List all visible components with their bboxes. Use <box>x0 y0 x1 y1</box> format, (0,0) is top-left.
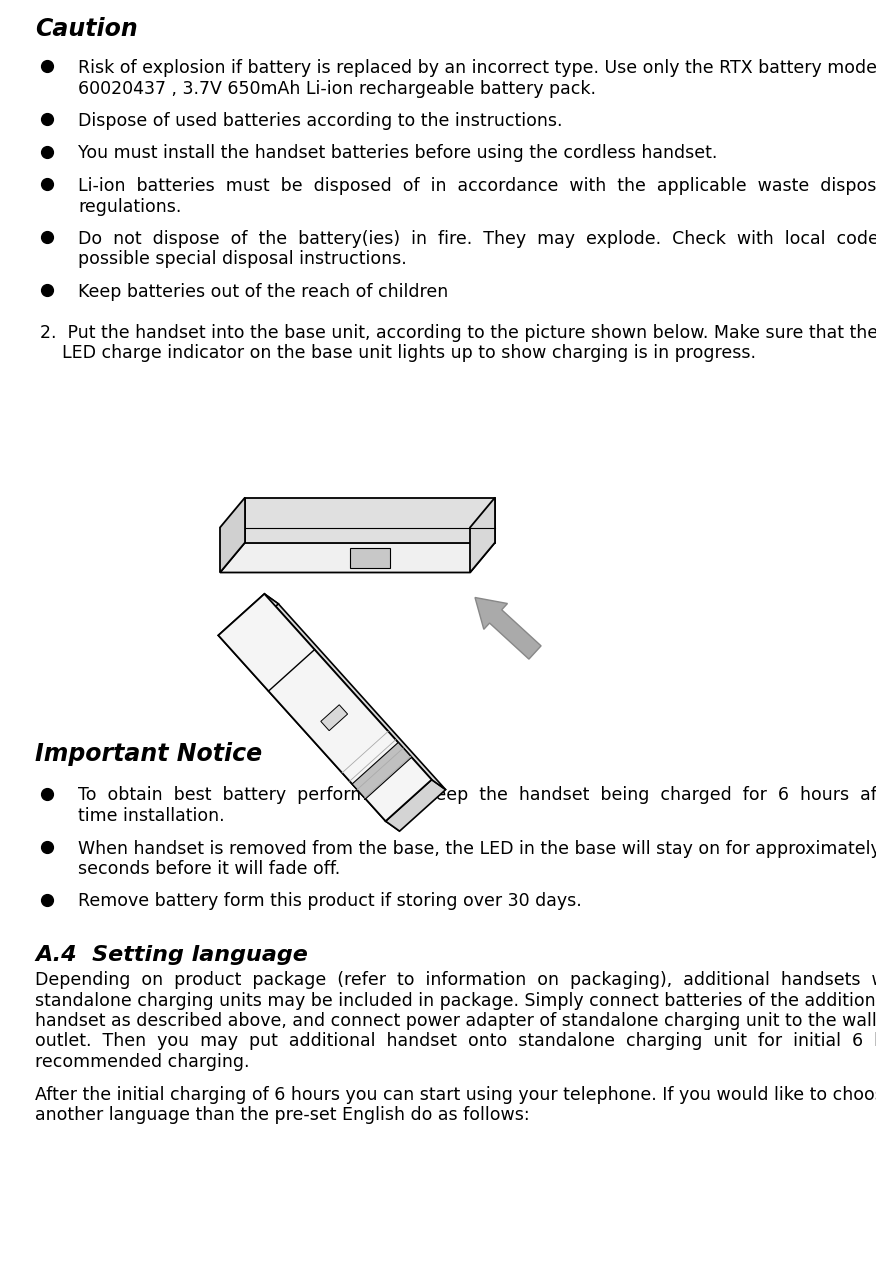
Text: Remove battery form this product if storing over 30 days.: Remove battery form this product if stor… <box>78 892 582 910</box>
Polygon shape <box>218 594 432 822</box>
Text: standalone charging units may be included in package. Simply connect batteries o: standalone charging units may be include… <box>35 992 876 1010</box>
Text: Do  not  dispose  of  the  battery(ies)  in  fire.  They  may  explode.  Check  : Do not dispose of the battery(ies) in fi… <box>78 230 876 249</box>
Text: You must install the handset batteries before using the cordless handset.: You must install the handset batteries b… <box>78 145 717 163</box>
Text: Important Notice: Important Notice <box>35 742 262 766</box>
Text: seconds before it will fade off.: seconds before it will fade off. <box>78 859 340 878</box>
FancyArrow shape <box>475 597 541 659</box>
Polygon shape <box>265 594 446 790</box>
Text: After the initial charging of 6 hours you can start using your telephone. If you: After the initial charging of 6 hours yo… <box>35 1085 876 1103</box>
Text: handset as described above, and connect power adapter of standalone charging uni: handset as described above, and connect … <box>35 1012 876 1030</box>
Text: Li-ion  batteries  must  be  disposed  of  in  accordance  with  the  applicable: Li-ion batteries must be disposed of in … <box>78 177 876 196</box>
Text: Depending  on  product  package  (refer  to  information  on  packaging),  addit: Depending on product package (refer to i… <box>35 970 876 989</box>
Text: When handset is removed from the base, the LED in the base will stay on for appr: When handset is removed from the base, t… <box>78 839 876 857</box>
Text: Risk of explosion if battery is replaced by an incorrect type. Use only the RTX : Risk of explosion if battery is replaced… <box>78 59 876 77</box>
Text: Caution: Caution <box>35 16 138 40</box>
Polygon shape <box>218 635 399 832</box>
Polygon shape <box>385 780 446 832</box>
Polygon shape <box>220 497 245 573</box>
Polygon shape <box>352 742 412 799</box>
Polygon shape <box>321 704 348 731</box>
Polygon shape <box>350 548 390 568</box>
Text: Dispose of used batteries according to the instructions.: Dispose of used batteries according to t… <box>78 112 562 130</box>
Text: Keep batteries out of the reach of children: Keep batteries out of the reach of child… <box>78 283 449 302</box>
Text: possible special disposal instructions.: possible special disposal instructions. <box>78 250 406 269</box>
Polygon shape <box>245 497 495 543</box>
Text: LED charge indicator on the base unit lights up to show charging is in progress.: LED charge indicator on the base unit li… <box>40 345 756 362</box>
Text: another language than the pre-set English do as follows:: another language than the pre-set Englis… <box>35 1106 530 1124</box>
Polygon shape <box>470 497 495 573</box>
Text: To  obtain  best  battery  performance,  keep  the  handset  being  charged  for: To obtain best battery performance, keep… <box>78 786 876 804</box>
Polygon shape <box>220 543 495 573</box>
Text: time installation.: time installation. <box>78 806 224 825</box>
Text: 60020437 , 3.7V 650mAh Li-ion rechargeable battery pack.: 60020437 , 3.7V 650mAh Li-ion rechargeab… <box>78 80 596 97</box>
Text: A.4  Setting language: A.4 Setting language <box>35 945 307 965</box>
Text: 2.  Put the handset into the base unit, according to the picture shown below. Ma: 2. Put the handset into the base unit, a… <box>40 323 876 342</box>
Text: regulations.: regulations. <box>78 197 181 216</box>
Text: recommended charging.: recommended charging. <box>35 1053 250 1071</box>
Text: outlet.  Then  you  may  put  additional  handset  onto  standalone  charging  u: outlet. Then you may put additional hand… <box>35 1032 876 1050</box>
Polygon shape <box>218 594 279 645</box>
